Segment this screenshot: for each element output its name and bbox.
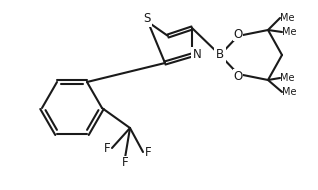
Text: Me: Me: [280, 13, 294, 23]
Text: F: F: [104, 142, 110, 154]
Text: F: F: [145, 146, 151, 158]
Text: F: F: [122, 157, 128, 169]
Text: O: O: [233, 28, 243, 40]
Text: Me: Me: [282, 87, 296, 97]
Text: N: N: [193, 48, 201, 62]
Text: O: O: [233, 70, 243, 82]
Text: B: B: [216, 48, 224, 62]
Text: Me: Me: [280, 73, 294, 83]
Text: Me: Me: [282, 27, 296, 37]
Text: S: S: [143, 13, 151, 25]
